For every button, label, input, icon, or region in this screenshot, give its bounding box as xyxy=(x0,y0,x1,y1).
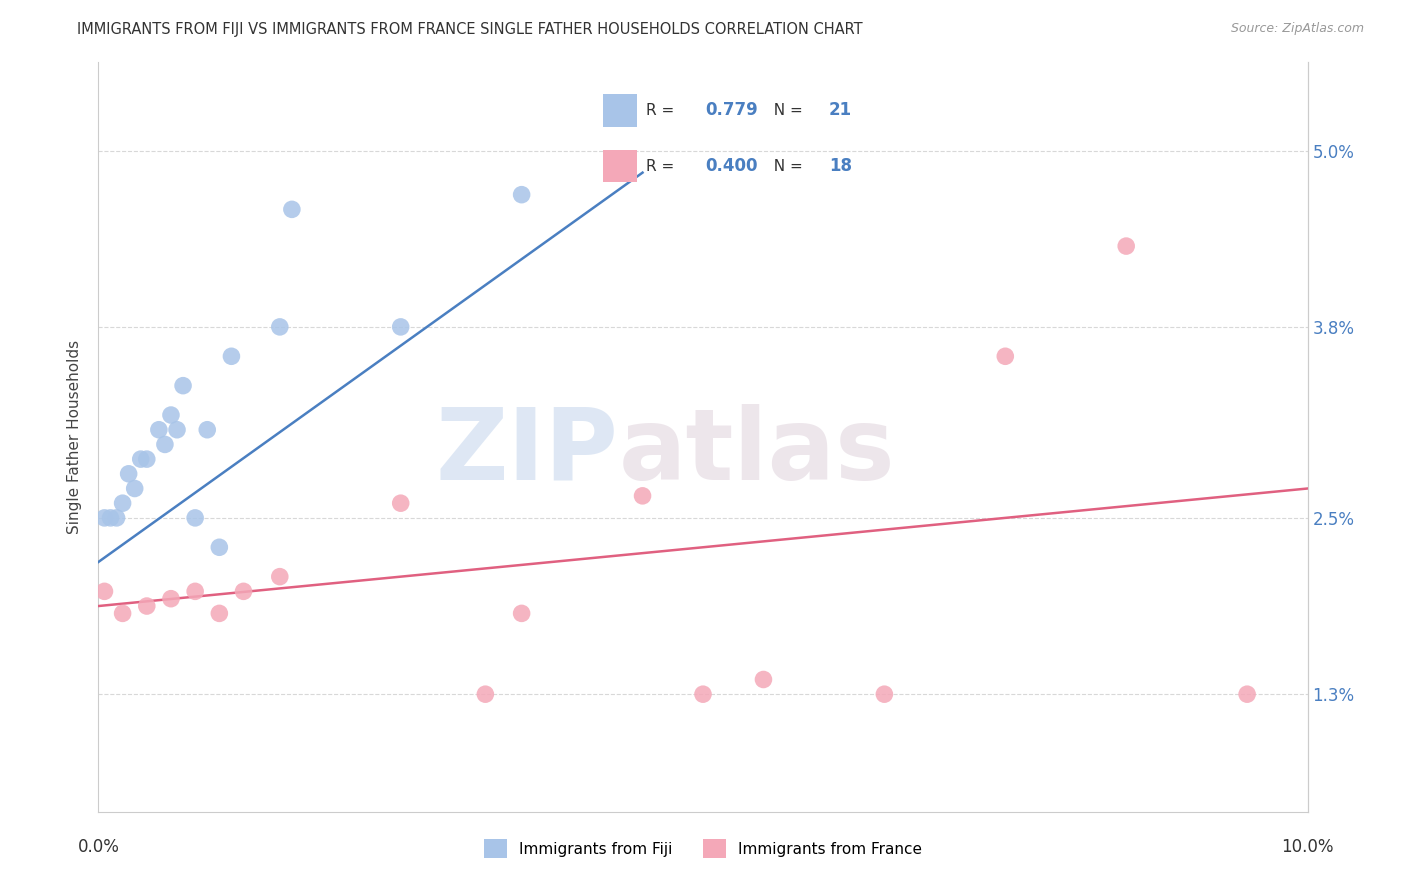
Point xyxy=(129,452,152,467)
Point xyxy=(1236,687,1258,701)
Point xyxy=(269,319,291,334)
Point xyxy=(1115,239,1137,253)
Point xyxy=(160,408,183,422)
Point xyxy=(281,202,304,217)
Point xyxy=(752,673,775,687)
Text: 18: 18 xyxy=(828,157,852,175)
Point xyxy=(172,378,194,392)
Text: R =: R = xyxy=(647,159,679,174)
Point xyxy=(166,423,188,437)
Point xyxy=(118,467,141,481)
Point xyxy=(389,319,412,334)
Point xyxy=(692,687,714,701)
Point xyxy=(184,584,207,599)
Text: N =: N = xyxy=(763,159,807,174)
Point xyxy=(873,687,896,701)
Point xyxy=(100,511,122,525)
Text: R =: R = xyxy=(647,103,679,118)
Point xyxy=(135,599,157,613)
Point xyxy=(994,349,1017,363)
Point xyxy=(510,607,533,621)
Point xyxy=(208,607,231,621)
Text: 0.400: 0.400 xyxy=(704,157,758,175)
Point xyxy=(93,584,115,599)
Text: 0.0%: 0.0% xyxy=(77,838,120,856)
Point xyxy=(232,584,254,599)
Point xyxy=(389,496,412,510)
Y-axis label: Single Father Households: Single Father Households xyxy=(67,340,83,534)
Text: 10.0%: 10.0% xyxy=(1281,838,1334,856)
Point xyxy=(153,437,176,451)
Text: atlas: atlas xyxy=(619,403,896,500)
Point xyxy=(510,187,533,202)
Text: N =: N = xyxy=(763,103,807,118)
Point xyxy=(124,482,146,496)
Point xyxy=(184,511,207,525)
Point xyxy=(269,569,291,583)
Legend: Immigrants from Fiji, Immigrants from France: Immigrants from Fiji, Immigrants from Fr… xyxy=(478,833,928,864)
Point xyxy=(148,423,170,437)
Text: ZIP: ZIP xyxy=(436,403,619,500)
Text: Source: ZipAtlas.com: Source: ZipAtlas.com xyxy=(1230,22,1364,36)
Text: 0.779: 0.779 xyxy=(704,102,758,120)
Point xyxy=(105,511,128,525)
Point xyxy=(111,607,134,621)
Point xyxy=(474,687,496,701)
Point xyxy=(631,489,654,503)
Point xyxy=(93,511,115,525)
Text: 21: 21 xyxy=(828,102,852,120)
Text: IMMIGRANTS FROM FIJI VS IMMIGRANTS FROM FRANCE SINGLE FATHER HOUSEHOLDS CORRELAT: IMMIGRANTS FROM FIJI VS IMMIGRANTS FROM … xyxy=(77,22,863,37)
Point xyxy=(221,349,243,363)
Point xyxy=(208,541,231,555)
Point xyxy=(195,423,218,437)
Point xyxy=(111,496,134,510)
Point xyxy=(135,452,157,467)
FancyBboxPatch shape xyxy=(603,150,637,182)
FancyBboxPatch shape xyxy=(603,95,637,127)
Point xyxy=(160,591,183,606)
